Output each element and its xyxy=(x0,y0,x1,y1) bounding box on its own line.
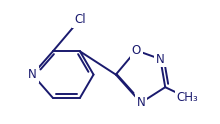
Text: N: N xyxy=(28,68,37,81)
Text: CH₃: CH₃ xyxy=(177,91,198,104)
Text: N: N xyxy=(137,96,145,109)
Text: N: N xyxy=(156,53,165,66)
Text: Cl: Cl xyxy=(74,13,86,26)
Text: O: O xyxy=(132,44,141,57)
